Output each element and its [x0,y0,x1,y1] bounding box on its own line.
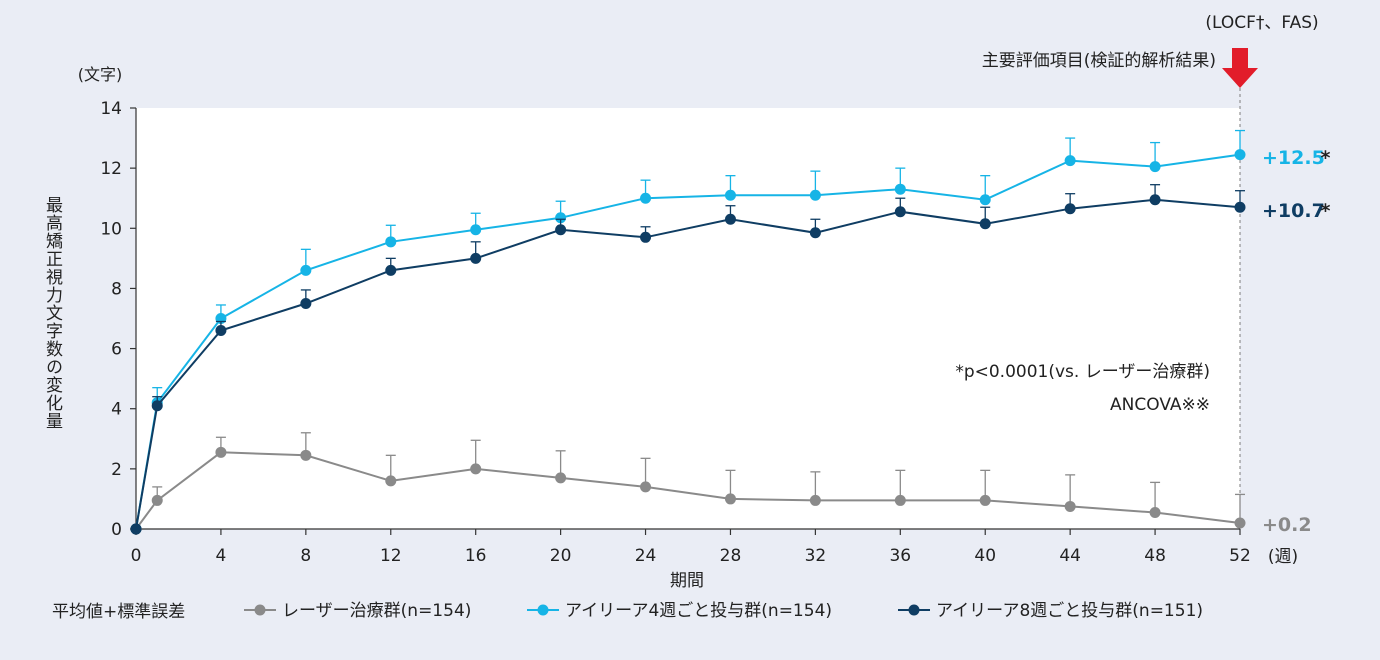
significance-mark: * [1321,147,1331,169]
data-point [1234,201,1246,213]
data-point [300,264,312,276]
series-0: +0.2 [130,432,1312,536]
data-point [979,494,991,506]
data-point [555,212,567,224]
data-point [555,472,567,484]
data-point [1064,155,1076,167]
x-axis-label: 期間 [670,571,704,591]
data-point [300,449,312,461]
end-value-label: +0.2 [1262,514,1312,536]
data-point [215,325,227,337]
origin-point [130,523,142,535]
data-point [894,494,906,506]
data-point [809,189,821,201]
x-tick-label: 32 [805,546,827,566]
y-tick-label: 10 [100,219,122,239]
data-point [1064,203,1076,215]
x-tick-label: 36 [889,546,911,566]
legend-marker [537,604,549,616]
end-value-label: +10.7 [1262,200,1325,222]
legend-label: アイリーア4週ごと投与群(n=154) [565,601,832,621]
legend-label: レーザー治療群(n=154) [282,601,471,621]
y-tick-label: 6 [111,340,122,360]
series-1: +12.5* [130,129,1331,535]
x-tick-label: 44 [1059,546,1081,566]
data-point [894,183,906,195]
y-tick-label: 2 [111,460,122,480]
data-point [151,400,163,412]
x-tick-label: 24 [635,546,657,566]
data-point [1234,149,1246,161]
data-point [385,475,397,487]
data-point [724,493,736,505]
data-point [809,227,821,239]
x-tick-label: 8 [300,546,311,566]
analysis-note: ANCOVA※※ [1110,395,1210,415]
x-tick-label: 48 [1144,546,1166,566]
data-point [470,252,482,264]
x-tick-label: 16 [465,546,487,566]
x-tick-label: 4 [216,546,227,566]
significance-mark: * [1321,200,1331,222]
data-point [1064,500,1076,512]
data-point [151,494,163,506]
data-point [385,264,397,276]
data-point [555,224,567,236]
significance-note: *p<0.0001(vs. レーザー治療群) [955,362,1210,382]
x-tick-label: 12 [380,546,402,566]
data-point [1234,517,1246,529]
y-axis-label: 最高矯正視力文字数の変化量 [42,196,63,430]
stat-label: 平均値+標準誤差 [52,602,185,622]
data-point [385,236,397,248]
data-point [979,218,991,230]
data-point [1149,161,1161,173]
y-tick-label: 14 [100,99,122,119]
data-point [215,446,227,458]
data-point [979,194,991,206]
primary-endpoint-arrow-icon [1222,48,1258,88]
data-point [640,231,652,243]
x-tick-label: 52 [1229,546,1251,566]
data-point [1149,506,1161,518]
data-point [640,192,652,204]
data-point [470,463,482,475]
y-tick-label: 4 [111,400,122,420]
y-tick-label: 12 [100,159,122,179]
data-point [640,481,652,493]
primary-endpoint-label: 主要評価項目(検証的解析結果) [982,51,1216,71]
series-2: +10.7* [130,184,1331,535]
x-tick-label: 0 [131,546,142,566]
y-tick-label: 0 [111,520,122,540]
x-unit-label: (週) [1268,547,1298,567]
y-tick-label: 8 [111,279,122,299]
data-point [724,213,736,225]
legend-marker [908,604,920,616]
method-label: (LOCF†、FAS) [1205,13,1318,33]
data-point [809,494,821,506]
x-tick-label: 40 [974,546,996,566]
data-point [470,224,482,236]
data-point [300,297,312,309]
data-point [1149,194,1161,206]
legend-label: アイリーア8週ごと投与群(n=151) [936,601,1203,621]
data-point [724,189,736,201]
y-unit-label: (文字) [78,65,123,84]
legend-marker [254,604,266,616]
x-tick-label: 20 [550,546,572,566]
data-point [894,206,906,218]
end-value-label: +12.5 [1262,147,1325,169]
x-tick-label: 28 [720,546,742,566]
plot-area [136,108,1240,529]
